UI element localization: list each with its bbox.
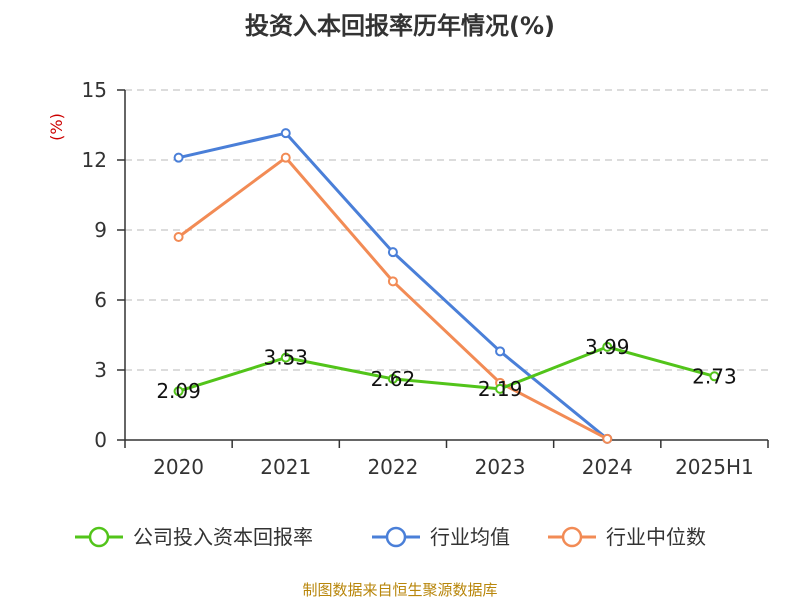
- legend-marker: [88, 526, 110, 548]
- x-tick-label: 2024: [582, 455, 633, 479]
- y-tick-label: 12: [82, 148, 107, 172]
- y-tick-label: 15: [82, 78, 107, 102]
- y-tick-label: 3: [94, 358, 107, 382]
- data-point: [709, 371, 720, 382]
- x-tick-label: 2025H1: [675, 455, 754, 479]
- data-point: [387, 247, 398, 258]
- data-point: [280, 352, 291, 363]
- series-group: [173, 128, 720, 444]
- chart-title: 投资入本回报率历年情况(%): [245, 12, 555, 40]
- legend-item[interactable]: 行业中位数: [548, 525, 706, 549]
- data-point: [280, 152, 291, 163]
- x-tick-label: 2020: [153, 455, 204, 479]
- legend-label: 行业均值: [430, 525, 510, 549]
- data-point: [280, 128, 291, 139]
- data-label: 2.19: [478, 377, 523, 401]
- data-point: [602, 433, 613, 444]
- series-line: [178, 345, 715, 393]
- data-point: [602, 341, 613, 352]
- data-point: [173, 152, 184, 163]
- grid: [125, 89, 768, 371]
- x-tick-label: 2021: [260, 455, 311, 479]
- x-tick-label: 2023: [475, 455, 526, 479]
- y-axis-label: (%): [47, 113, 66, 141]
- data-label: 3.99: [585, 335, 630, 359]
- data-point: [495, 346, 506, 357]
- data-label: 2.73: [692, 364, 737, 388]
- source-note: 制图数据来自恒生聚源数据库: [302, 581, 497, 599]
- legend-marker: [385, 526, 407, 548]
- data-point: [387, 276, 398, 287]
- data-point: [173, 232, 184, 242]
- data-point: [387, 373, 398, 384]
- y-tick-label: 6: [94, 288, 107, 312]
- legend-marker: [561, 526, 583, 548]
- legend-item[interactable]: 公司投入资本回报率: [75, 525, 313, 549]
- legend-label: 公司投入资本回报率: [133, 525, 313, 549]
- data-label: 3.53: [263, 346, 308, 370]
- axes: 0 3 6 9 12 15 2020 2021 2022 2023 2024 2025H1: [82, 78, 769, 479]
- data-point: [495, 383, 506, 394]
- data-labels: 2.09 3.53 2.62 2.19 3.99 2.73: [156, 335, 736, 403]
- legend: 公司投入资本回报率 行业均值 行业中位数: [75, 525, 706, 549]
- y-tick-label: 0: [94, 428, 107, 452]
- legend-label: 行业中位数: [606, 525, 706, 549]
- y-tick-label: 9: [94, 218, 107, 242]
- series-line: [177, 156, 608, 441]
- data-label: 2.62: [371, 367, 416, 391]
- legend-item[interactable]: 行业均值: [372, 525, 510, 549]
- x-tick-label: 2022: [367, 455, 418, 479]
- data-label: 2.09: [156, 379, 201, 403]
- data-point: [173, 386, 184, 397]
